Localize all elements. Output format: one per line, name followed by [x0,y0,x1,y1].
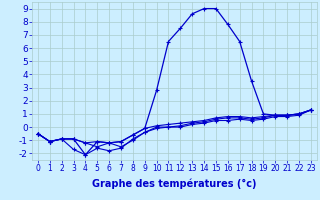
X-axis label: Graphe des températures (°c): Graphe des températures (°c) [92,179,257,189]
